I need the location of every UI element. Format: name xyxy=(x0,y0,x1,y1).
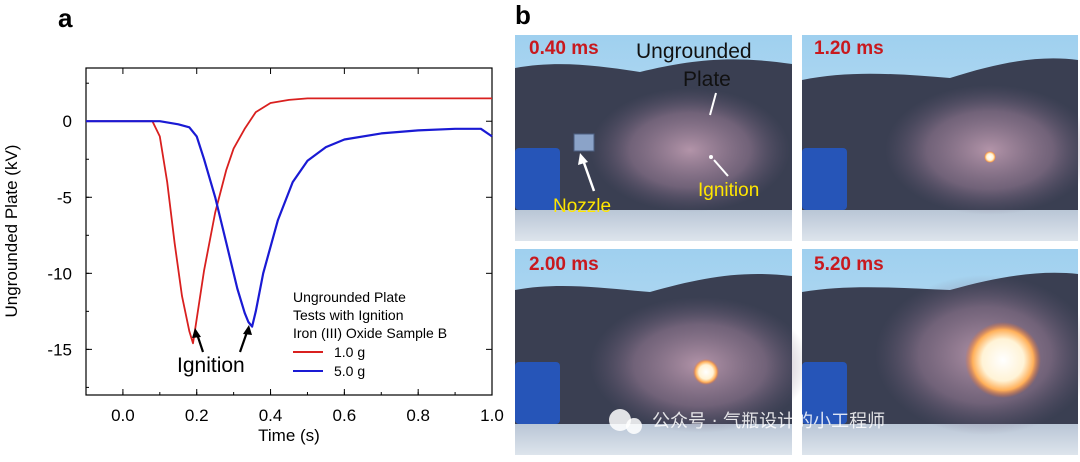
y-tick-label: -15 xyxy=(47,340,72,359)
y-tick-label: -10 xyxy=(47,264,72,283)
y-axis-title: Ungrounded Plate (kV) xyxy=(2,145,21,318)
plate-pointer xyxy=(709,92,717,116)
ignition-pointer xyxy=(713,159,729,177)
photo-frame-4: 5.20 ms xyxy=(802,249,1080,455)
x-axis-title: Time (s) xyxy=(258,426,320,445)
series-line-1-0-g xyxy=(86,97,492,345)
legend: Ungrounded Plate Tests with Ignition Iro… xyxy=(293,289,447,379)
legend-label-1g: 1.0 g xyxy=(334,344,365,360)
y-axis: 0 -5 -10 -15 xyxy=(47,82,492,388)
watermark: 公众号 · 气瓶设计的小工程师 xyxy=(609,409,885,434)
y-tick-label: 0 xyxy=(63,112,72,131)
label-ungrounded: Ungrounded xyxy=(636,40,752,63)
photo-3-time: 2.00 ms xyxy=(529,254,599,275)
panel-b-letter: b xyxy=(515,0,531,30)
ignition-arrow-2 xyxy=(238,331,249,353)
photo-1-smoke xyxy=(590,88,790,212)
photo-1-spark xyxy=(709,155,713,159)
wechat-icon-bubble xyxy=(626,418,642,434)
photo-1-tank xyxy=(515,148,560,210)
ignition-arrowhead-1 xyxy=(192,328,201,338)
x-tick-label: 0.8 xyxy=(406,406,430,425)
photo-1-time: 0.40 ms xyxy=(529,38,599,59)
label-plate: Plate xyxy=(683,68,731,91)
y-tick-label: -5 xyxy=(57,188,72,207)
plot-frame xyxy=(85,67,493,396)
nozzle-pointer-head xyxy=(578,153,588,165)
x-tick-label: 0.0 xyxy=(111,406,135,425)
photo-frame-3: 2.00 ms xyxy=(515,249,810,455)
watermark-text: 公众号 · 气瓶设计的小工程师 xyxy=(652,411,885,432)
photo-2-time: 1.20 ms xyxy=(814,38,884,59)
x-axis: 0.0 0.2 0.4 0.6 0.8 1.0 xyxy=(85,68,504,425)
x-tick-label: 0.4 xyxy=(259,406,283,425)
legend-title-line-1: Ungrounded Plate xyxy=(293,289,406,305)
photo-4-fireball xyxy=(965,322,1041,398)
ignition-arrows xyxy=(192,325,252,353)
photo-2-fireball xyxy=(984,151,996,163)
nozzle-icon xyxy=(573,133,595,152)
series-layer xyxy=(86,97,493,345)
photo-4-tank xyxy=(802,362,847,424)
photo-1-ground xyxy=(515,210,792,241)
panel-a-letter: a xyxy=(58,3,73,33)
legend-label-5g: 5.0 g xyxy=(334,363,365,379)
chart-panel-a: 0.0 0.2 0.4 0.6 0.8 1.0 0 -5 -10 -15 Time (s) Un… xyxy=(2,67,504,445)
photo-3-fireball xyxy=(693,359,719,385)
x-tick-label: 0.6 xyxy=(333,406,357,425)
nozzle-pointer xyxy=(581,159,596,192)
photo-frame-1: 0.40 ms Ungrounded Plate Nozzle Ignition xyxy=(515,35,792,242)
wechat-icon xyxy=(609,409,631,431)
photo-4-time: 5.20 ms xyxy=(814,254,884,275)
photo-3-ground xyxy=(515,424,792,455)
photo-4-ground xyxy=(802,424,1078,455)
photo-2-ground xyxy=(802,210,1078,241)
x-tick-label: 0.2 xyxy=(185,406,209,425)
legend-title-line-2: Tests with Ignition xyxy=(293,307,404,323)
x-tick-label: 1.0 xyxy=(480,406,504,425)
legend-title-line-3: Iron (III) Oxide Sample B xyxy=(293,325,447,341)
label-ignition: Ignition xyxy=(698,180,759,201)
photo-3-tank xyxy=(515,362,560,424)
photo-2-smoke xyxy=(885,85,1080,215)
series-line-5-0-g xyxy=(86,120,493,328)
photo-frame-2: 1.20 ms xyxy=(802,35,1080,241)
photo-2-tank xyxy=(802,148,847,210)
ignition-arrowhead-2 xyxy=(243,325,252,335)
label-nozzle: Nozzle xyxy=(553,196,611,217)
ignition-annotation: Ignition xyxy=(177,354,245,377)
